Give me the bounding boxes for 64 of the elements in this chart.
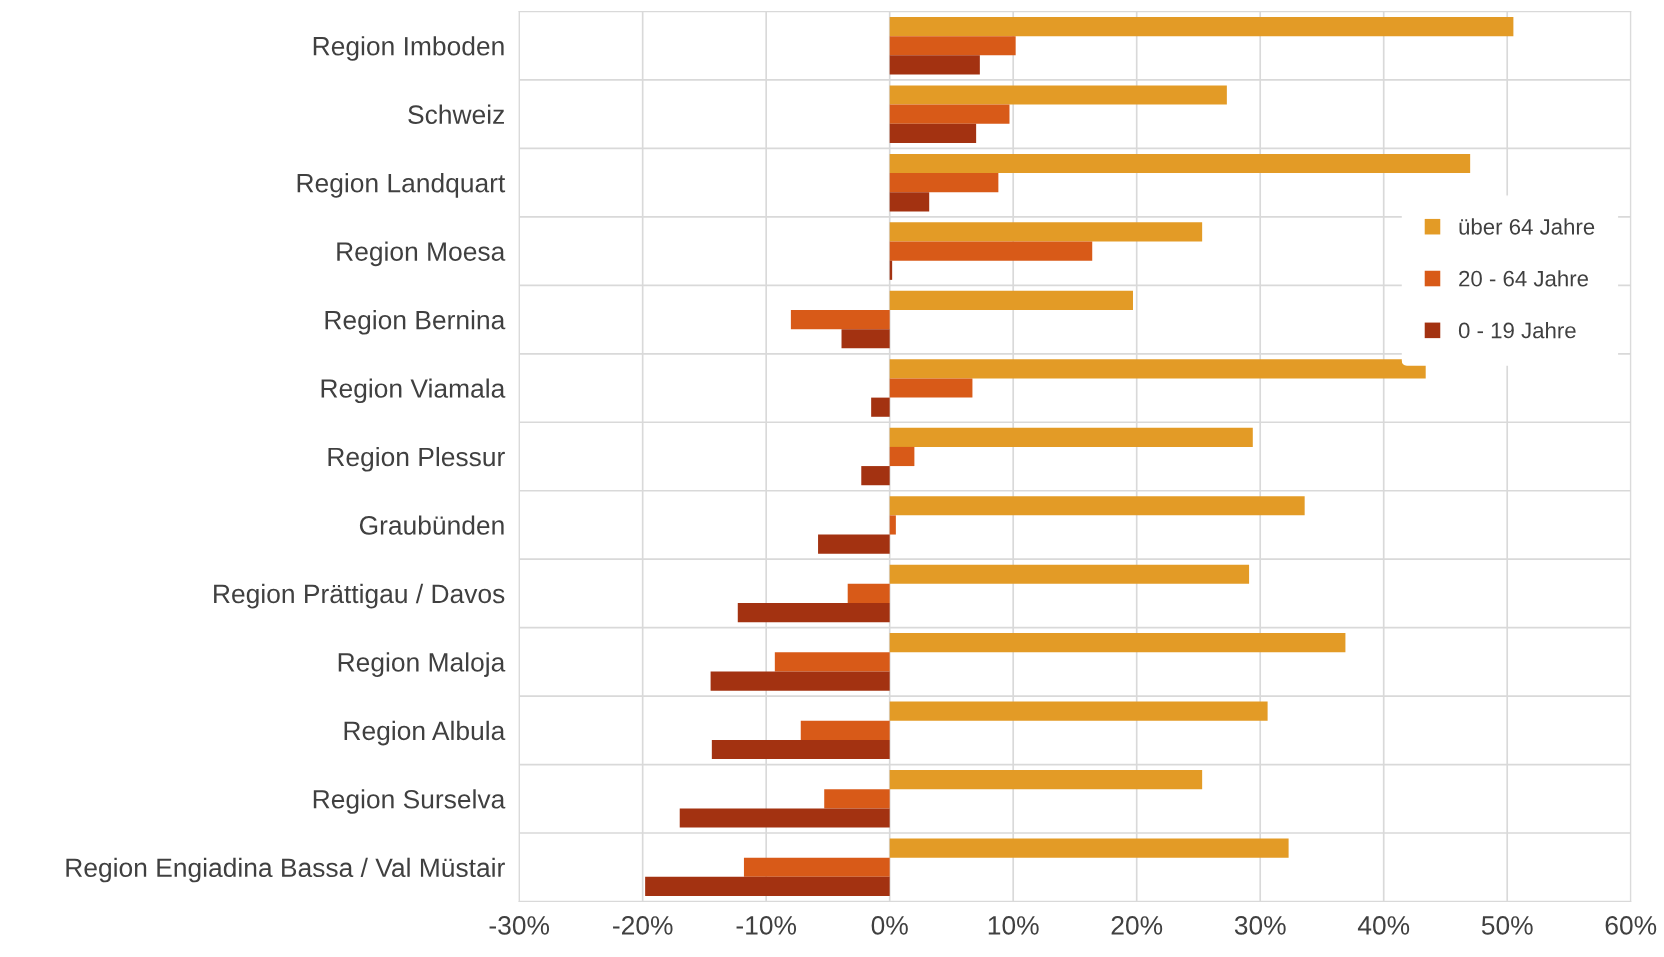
bar: [790, 309, 890, 330]
bar: [889, 427, 1253, 447]
bar: [841, 329, 890, 349]
bar: [889, 192, 930, 212]
bar: [889, 123, 977, 143]
bar: [818, 534, 890, 554]
x-tick-label: 30%: [1234, 916, 1286, 935]
bar: [889, 770, 1203, 790]
legend-label: über 64 Jahre: [1459, 218, 1595, 235]
bar: [774, 652, 890, 672]
bar: [847, 583, 890, 603]
bar: [737, 603, 890, 623]
y-tick-label: Region Moesa: [337, 241, 506, 267]
y-tick-label: Region Maloja: [338, 652, 506, 677]
x-tick-label: -30%: [489, 916, 550, 935]
bar: [889, 838, 1289, 858]
y-tick-label: Region Viamala: [321, 378, 506, 404]
x-tick-label: 0%: [871, 916, 908, 935]
bar: [710, 671, 890, 691]
bar: [889, 85, 1227, 105]
bar: [871, 397, 890, 417]
x-tick-label: -10%: [736, 916, 797, 935]
legend-label: 0 - 19 Jahre: [1458, 322, 1576, 339]
bar: [889, 55, 980, 75]
legend-label: 20 - 64 Jahre: [1459, 270, 1588, 287]
x-tick-label: 10%: [988, 916, 1039, 935]
bar: [889, 153, 1471, 174]
bar: [679, 808, 890, 828]
bar: [889, 446, 915, 467]
bar: [711, 739, 890, 760]
y-tick-label: Region Surselva: [313, 789, 506, 814]
y-tick-label: Region Imboden: [313, 36, 504, 61]
x-tick-label: 50%: [1481, 916, 1533, 935]
y-tick-label: Schweiz: [408, 104, 504, 124]
y-tick-label: Region Bernina: [325, 310, 506, 335]
y-tick-label: Graubünden: [359, 515, 504, 535]
bar: [889, 241, 1093, 261]
y-tick-label: Region Prättigau / Davos: [214, 583, 505, 609]
bar: [889, 173, 999, 193]
bar: [743, 857, 890, 877]
bar: [889, 564, 1250, 584]
bar: [889, 701, 1268, 721]
y-tick-label: Region Engiadina Bassa / Val Müstair: [66, 857, 505, 883]
bar: [800, 720, 890, 740]
y-tick-label: Region Landquart: [297, 173, 506, 198]
bar: [889, 378, 973, 398]
bar: [889, 222, 1203, 242]
bar: [889, 16, 1514, 37]
y-tick-label: Region Plessur: [328, 446, 505, 472]
y-tick-label: Region Albula: [344, 720, 506, 746]
bar: [824, 789, 890, 809]
x-tick-label: 60%: [1605, 916, 1657, 935]
bar: [889, 633, 1346, 653]
bar: [889, 36, 1016, 56]
x-tick-label: -20%: [613, 916, 673, 935]
x-tick-label: 40%: [1357, 916, 1410, 935]
bar: [889, 515, 896, 535]
x-tick-label: 20%: [1111, 916, 1163, 935]
bar: [889, 290, 1133, 310]
bar: [889, 359, 1426, 379]
bar: [861, 466, 890, 486]
bar: [889, 104, 1010, 124]
bar: [889, 496, 1305, 516]
bar: [645, 876, 890, 897]
